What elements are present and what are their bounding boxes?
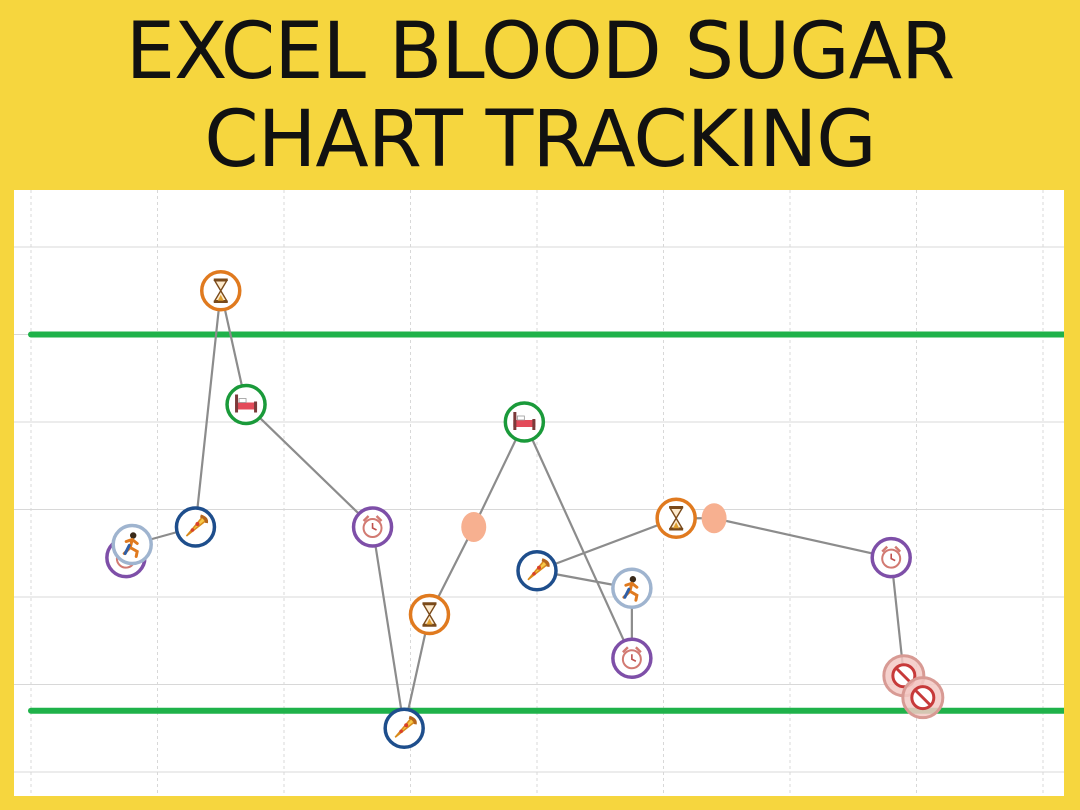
title-line-2: CHART TRACKING xyxy=(204,95,877,185)
data-point-unmarked xyxy=(701,503,727,534)
hourglass-glass xyxy=(422,603,437,626)
data-point-snack xyxy=(655,497,697,539)
data-point-sleep xyxy=(225,383,267,426)
data-point-meal xyxy=(174,506,217,548)
data-point-exercise xyxy=(611,567,653,609)
point-marker xyxy=(461,512,487,542)
bed-base xyxy=(513,420,536,427)
alarm-bells xyxy=(362,515,383,522)
clock-hands xyxy=(890,553,896,562)
data-point-unmarked xyxy=(461,512,487,542)
bed-base xyxy=(235,402,258,410)
runner-head xyxy=(629,576,637,583)
chart-svg xyxy=(14,190,1064,796)
pizza-crust xyxy=(199,514,209,524)
data-point-meal xyxy=(516,550,558,592)
hourglass-sand xyxy=(217,294,224,301)
runner-head xyxy=(130,532,137,539)
data-point-exercise xyxy=(111,523,153,566)
clock-hands xyxy=(631,654,637,662)
clock-hands xyxy=(371,523,377,531)
alarm-bells xyxy=(881,545,902,553)
point-marker xyxy=(701,503,727,534)
hourglass-sand xyxy=(426,618,433,625)
hourglass-sand xyxy=(673,522,680,529)
data-point-wake xyxy=(870,536,912,579)
hourglass-caps xyxy=(213,278,228,303)
data-point-sleep xyxy=(503,401,546,443)
bed-headboard xyxy=(235,394,239,413)
runner-leg xyxy=(623,587,631,599)
pepperoni-1 xyxy=(404,723,409,728)
bed-headboard xyxy=(513,412,517,430)
data-point-snack xyxy=(408,593,451,636)
pepperoni-1 xyxy=(195,522,200,526)
title-line-1: EXCEL BLOOD SUGAR xyxy=(125,7,955,97)
pizza-crust xyxy=(541,558,550,568)
series-line-2 xyxy=(536,517,924,699)
chart-title: EXCEL BLOOD SUGAR CHART TRACKING xyxy=(0,8,1080,184)
hourglass-glass xyxy=(668,507,684,529)
no-sign-slash xyxy=(913,688,932,707)
pepperoni-1 xyxy=(537,565,541,570)
alarm-bells xyxy=(622,646,642,654)
hourglass-caps xyxy=(669,506,684,531)
hourglass-caps xyxy=(422,602,437,627)
pizza-crust xyxy=(408,715,417,725)
point-layer xyxy=(105,270,945,749)
chart-panel xyxy=(14,190,1064,796)
bed-pillow xyxy=(516,415,525,421)
data-point-snack xyxy=(200,270,242,312)
reference-line-layer xyxy=(28,331,1064,714)
runner-leg xyxy=(123,544,131,555)
pepperoni-2 xyxy=(532,571,536,576)
hourglass-glass xyxy=(213,280,228,302)
data-point-none xyxy=(901,676,945,720)
bed-pillow xyxy=(238,398,247,403)
bed-footboard xyxy=(254,401,258,413)
pepperoni-2 xyxy=(190,528,195,532)
bed-footboard xyxy=(532,419,536,430)
data-point-wake xyxy=(611,637,653,679)
pepperoni-2 xyxy=(399,729,403,734)
data-point-wake xyxy=(351,506,394,548)
data-point-meal xyxy=(383,707,425,749)
